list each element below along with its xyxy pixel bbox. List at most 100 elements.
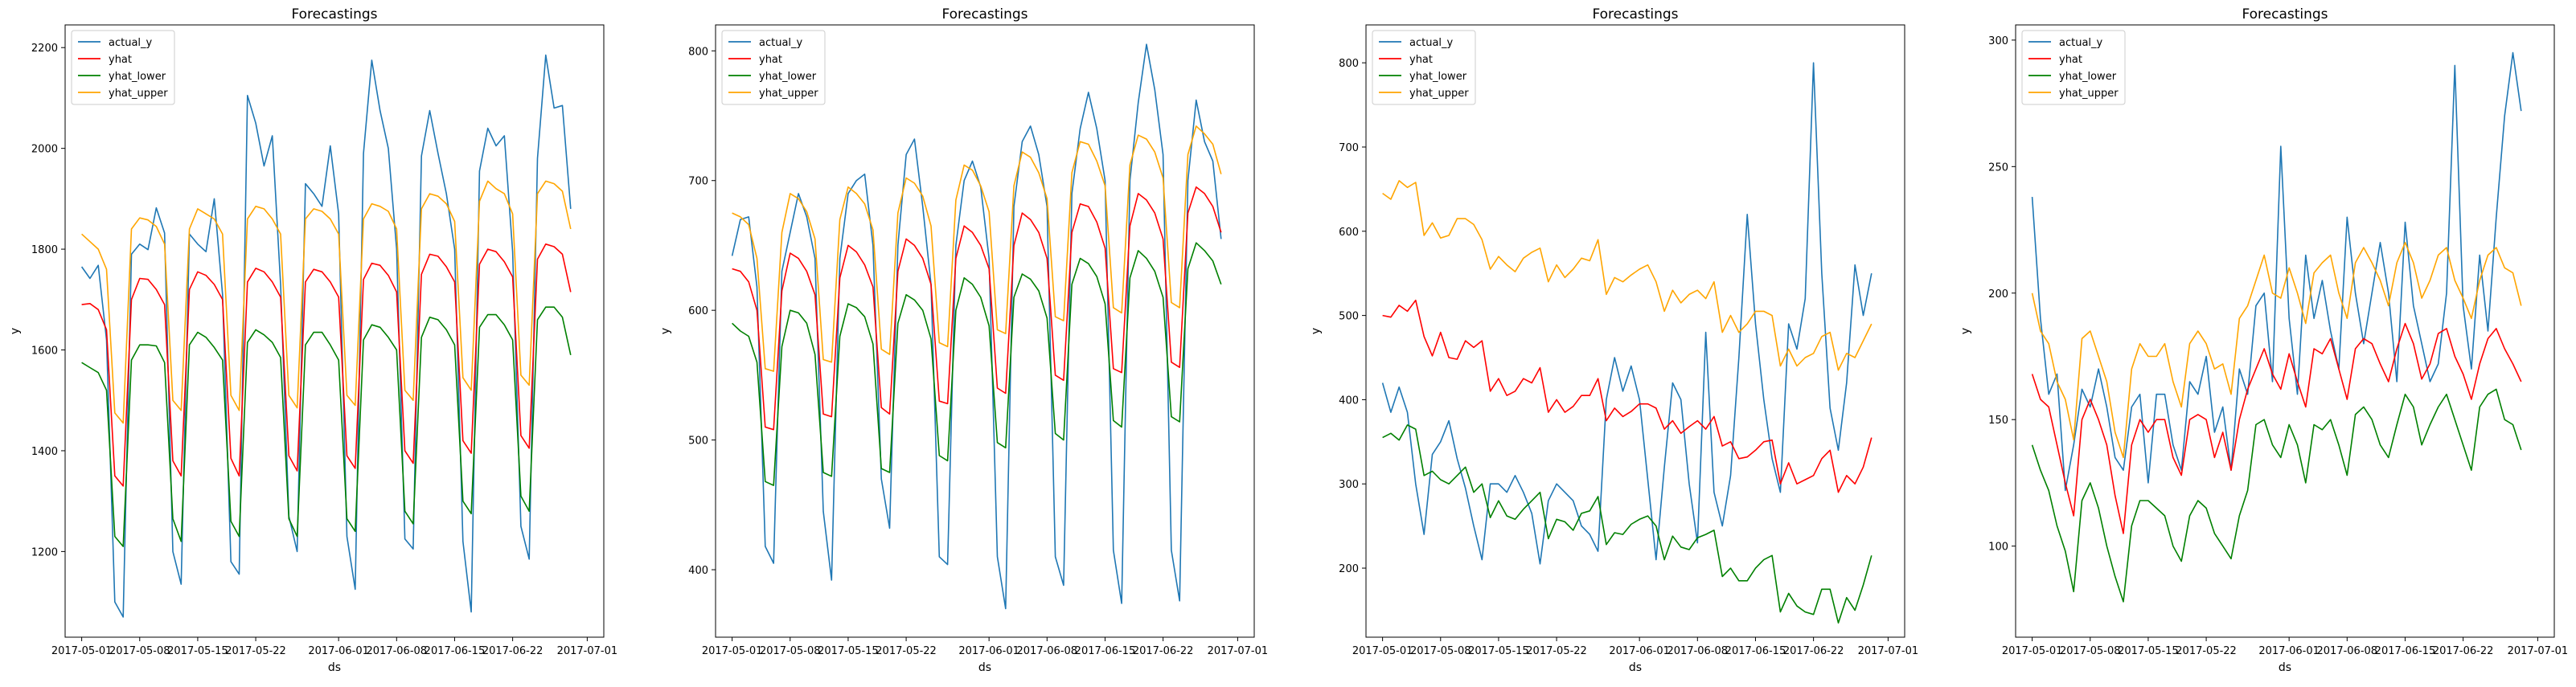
legend-label: yhat — [1409, 54, 1433, 66]
legend-label: yhat_lower — [1409, 71, 1467, 83]
y-axis-label: y — [659, 328, 672, 334]
series-line-yhat-upper — [1382, 180, 1873, 371]
x-tick-label: 2017-07-01 — [1208, 645, 1269, 657]
series-line-yhat — [732, 186, 1222, 431]
chart-title: Forecastings — [1592, 6, 1678, 22]
x-tick-label: 2017-06-22 — [482, 645, 544, 657]
y-tick-label: 600 — [1339, 227, 1359, 239]
x-tick-label: 2017-06-08 — [2317, 645, 2378, 657]
chart-title: Forecastings — [291, 6, 377, 22]
chart-title: Forecastings — [2242, 6, 2328, 22]
x-tick-label: 2017-07-01 — [1858, 645, 1919, 657]
legend-box — [71, 30, 175, 105]
x-tick-label: 2017-05-01 — [1352, 645, 1413, 657]
x-tick-label: 2017-06-22 — [2433, 645, 2494, 657]
legend-label: actual_y — [759, 37, 803, 49]
y-tick-label: 700 — [1339, 142, 1359, 154]
x-tick-label: 2017-05-08 — [109, 645, 170, 657]
series-line-yhat — [2031, 322, 2522, 534]
legend-label: yhat — [759, 54, 782, 66]
y-tick-label: 800 — [688, 46, 708, 58]
x-tick-label: 2017-05-15 — [2118, 645, 2179, 657]
legend-box — [2021, 30, 2126, 105]
x-tick-label: 2017-06-01 — [958, 645, 1019, 657]
series-line-yhat-lower — [732, 242, 1222, 486]
x-axis-label: ds — [1629, 661, 1642, 674]
y-tick-label: 100 — [1988, 542, 2008, 554]
x-tick-label: 2017-06-08 — [1017, 645, 1078, 657]
x-tick-label: 2017-05-08 — [760, 645, 821, 657]
legend-label: actual_y — [2059, 37, 2103, 49]
legend-label: yhat_upper — [1409, 88, 1469, 100]
y-tick-label: 1600 — [31, 346, 58, 358]
x-tick-label: 2017-06-08 — [1667, 645, 1729, 657]
y-tick-label: 300 — [1339, 479, 1359, 491]
x-axis-label: ds — [978, 661, 991, 674]
series-line-actual-y — [1381, 62, 1873, 565]
x-tick-label: 2017-05-15 — [1468, 645, 1529, 657]
x-tick-label: 2017-06-22 — [1133, 645, 1194, 657]
chart-panel-1: 2017-05-012017-05-082017-05-152017-05-22… — [9, 6, 617, 674]
x-tick-label: 2017-05-22 — [1526, 645, 1587, 657]
series-line-yhat — [81, 243, 572, 487]
x-tick-label: 2017-05-15 — [818, 645, 879, 657]
plot-area — [64, 24, 605, 638]
legend-label: yhat_upper — [109, 88, 168, 100]
y-tick-label: 1800 — [31, 244, 58, 256]
legend-label: actual_y — [1409, 37, 1454, 49]
chart-panel-2: 2017-05-012017-05-082017-05-152017-05-22… — [659, 6, 1268, 674]
y-tick-label: 400 — [1339, 395, 1359, 407]
x-tick-label: 2017-06-15 — [1725, 645, 1786, 657]
y-tick-label: 400 — [688, 565, 708, 577]
chart-panel-4: 2017-05-012017-05-082017-05-152017-05-22… — [1959, 6, 2568, 674]
series-line-yhat-upper — [81, 180, 572, 424]
y-tick-label: 300 — [1988, 35, 2008, 47]
x-tick-label: 2017-07-01 — [557, 645, 618, 657]
series-line-yhat-upper — [732, 125, 1222, 372]
x-tick-label: 2017-06-15 — [425, 645, 486, 657]
series-line-yhat-lower — [81, 306, 572, 547]
y-axis-label: y — [1310, 328, 1323, 334]
chart-title: Forecastings — [941, 6, 1028, 22]
x-tick-label: 2017-05-08 — [1410, 645, 1471, 657]
plot-area — [2015, 24, 2555, 638]
x-tick-label: 2017-07-01 — [2508, 645, 2569, 657]
series-line-actual-y — [2031, 51, 2522, 492]
legend-box — [721, 30, 826, 105]
y-axis-label: y — [9, 328, 22, 334]
x-tick-label: 2017-06-15 — [2375, 645, 2436, 657]
y-tick-label: 150 — [1988, 415, 2008, 427]
x-tick-label: 2017-06-22 — [1783, 645, 1844, 657]
legend-label: actual_y — [109, 37, 153, 49]
x-tick-label: 2017-06-01 — [1609, 645, 1670, 657]
legend-box — [1372, 30, 1476, 105]
x-tick-label: 2017-05-01 — [2002, 645, 2063, 657]
plot-area — [715, 24, 1255, 638]
y-tick-label: 2000 — [31, 144, 58, 156]
x-tick-label: 2017-05-08 — [2060, 645, 2121, 657]
y-tick-label: 800 — [1339, 58, 1359, 70]
x-axis-label: ds — [328, 661, 341, 674]
series-line-yhat-lower — [1382, 424, 1873, 624]
legend-label: yhat_lower — [2059, 71, 2117, 83]
series-line-yhat — [1382, 299, 1873, 493]
x-tick-label: 2017-05-22 — [225, 645, 286, 657]
chart-panel-3: 2017-05-012017-05-082017-05-152017-05-22… — [1310, 6, 1918, 674]
y-tick-label: 2200 — [31, 43, 58, 55]
x-tick-label: 2017-05-01 — [702, 645, 763, 657]
legend-label: yhat — [2059, 54, 2082, 66]
series-line-actual-y — [80, 54, 572, 618]
y-axis-label: y — [1959, 328, 1972, 334]
x-axis-label: ds — [2279, 661, 2291, 674]
plot-area — [1365, 24, 1905, 638]
y-tick-label: 500 — [1339, 311, 1359, 323]
legend-label: yhat_lower — [109, 71, 166, 83]
y-tick-label: 200 — [1339, 563, 1359, 575]
x-tick-label: 2017-05-15 — [167, 645, 228, 657]
legend-label: yhat — [109, 54, 132, 66]
legend-label: yhat_upper — [2059, 88, 2119, 100]
